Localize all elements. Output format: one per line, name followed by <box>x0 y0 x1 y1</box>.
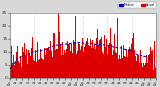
Legend: Median, Actual: Median, Actual <box>119 2 156 8</box>
